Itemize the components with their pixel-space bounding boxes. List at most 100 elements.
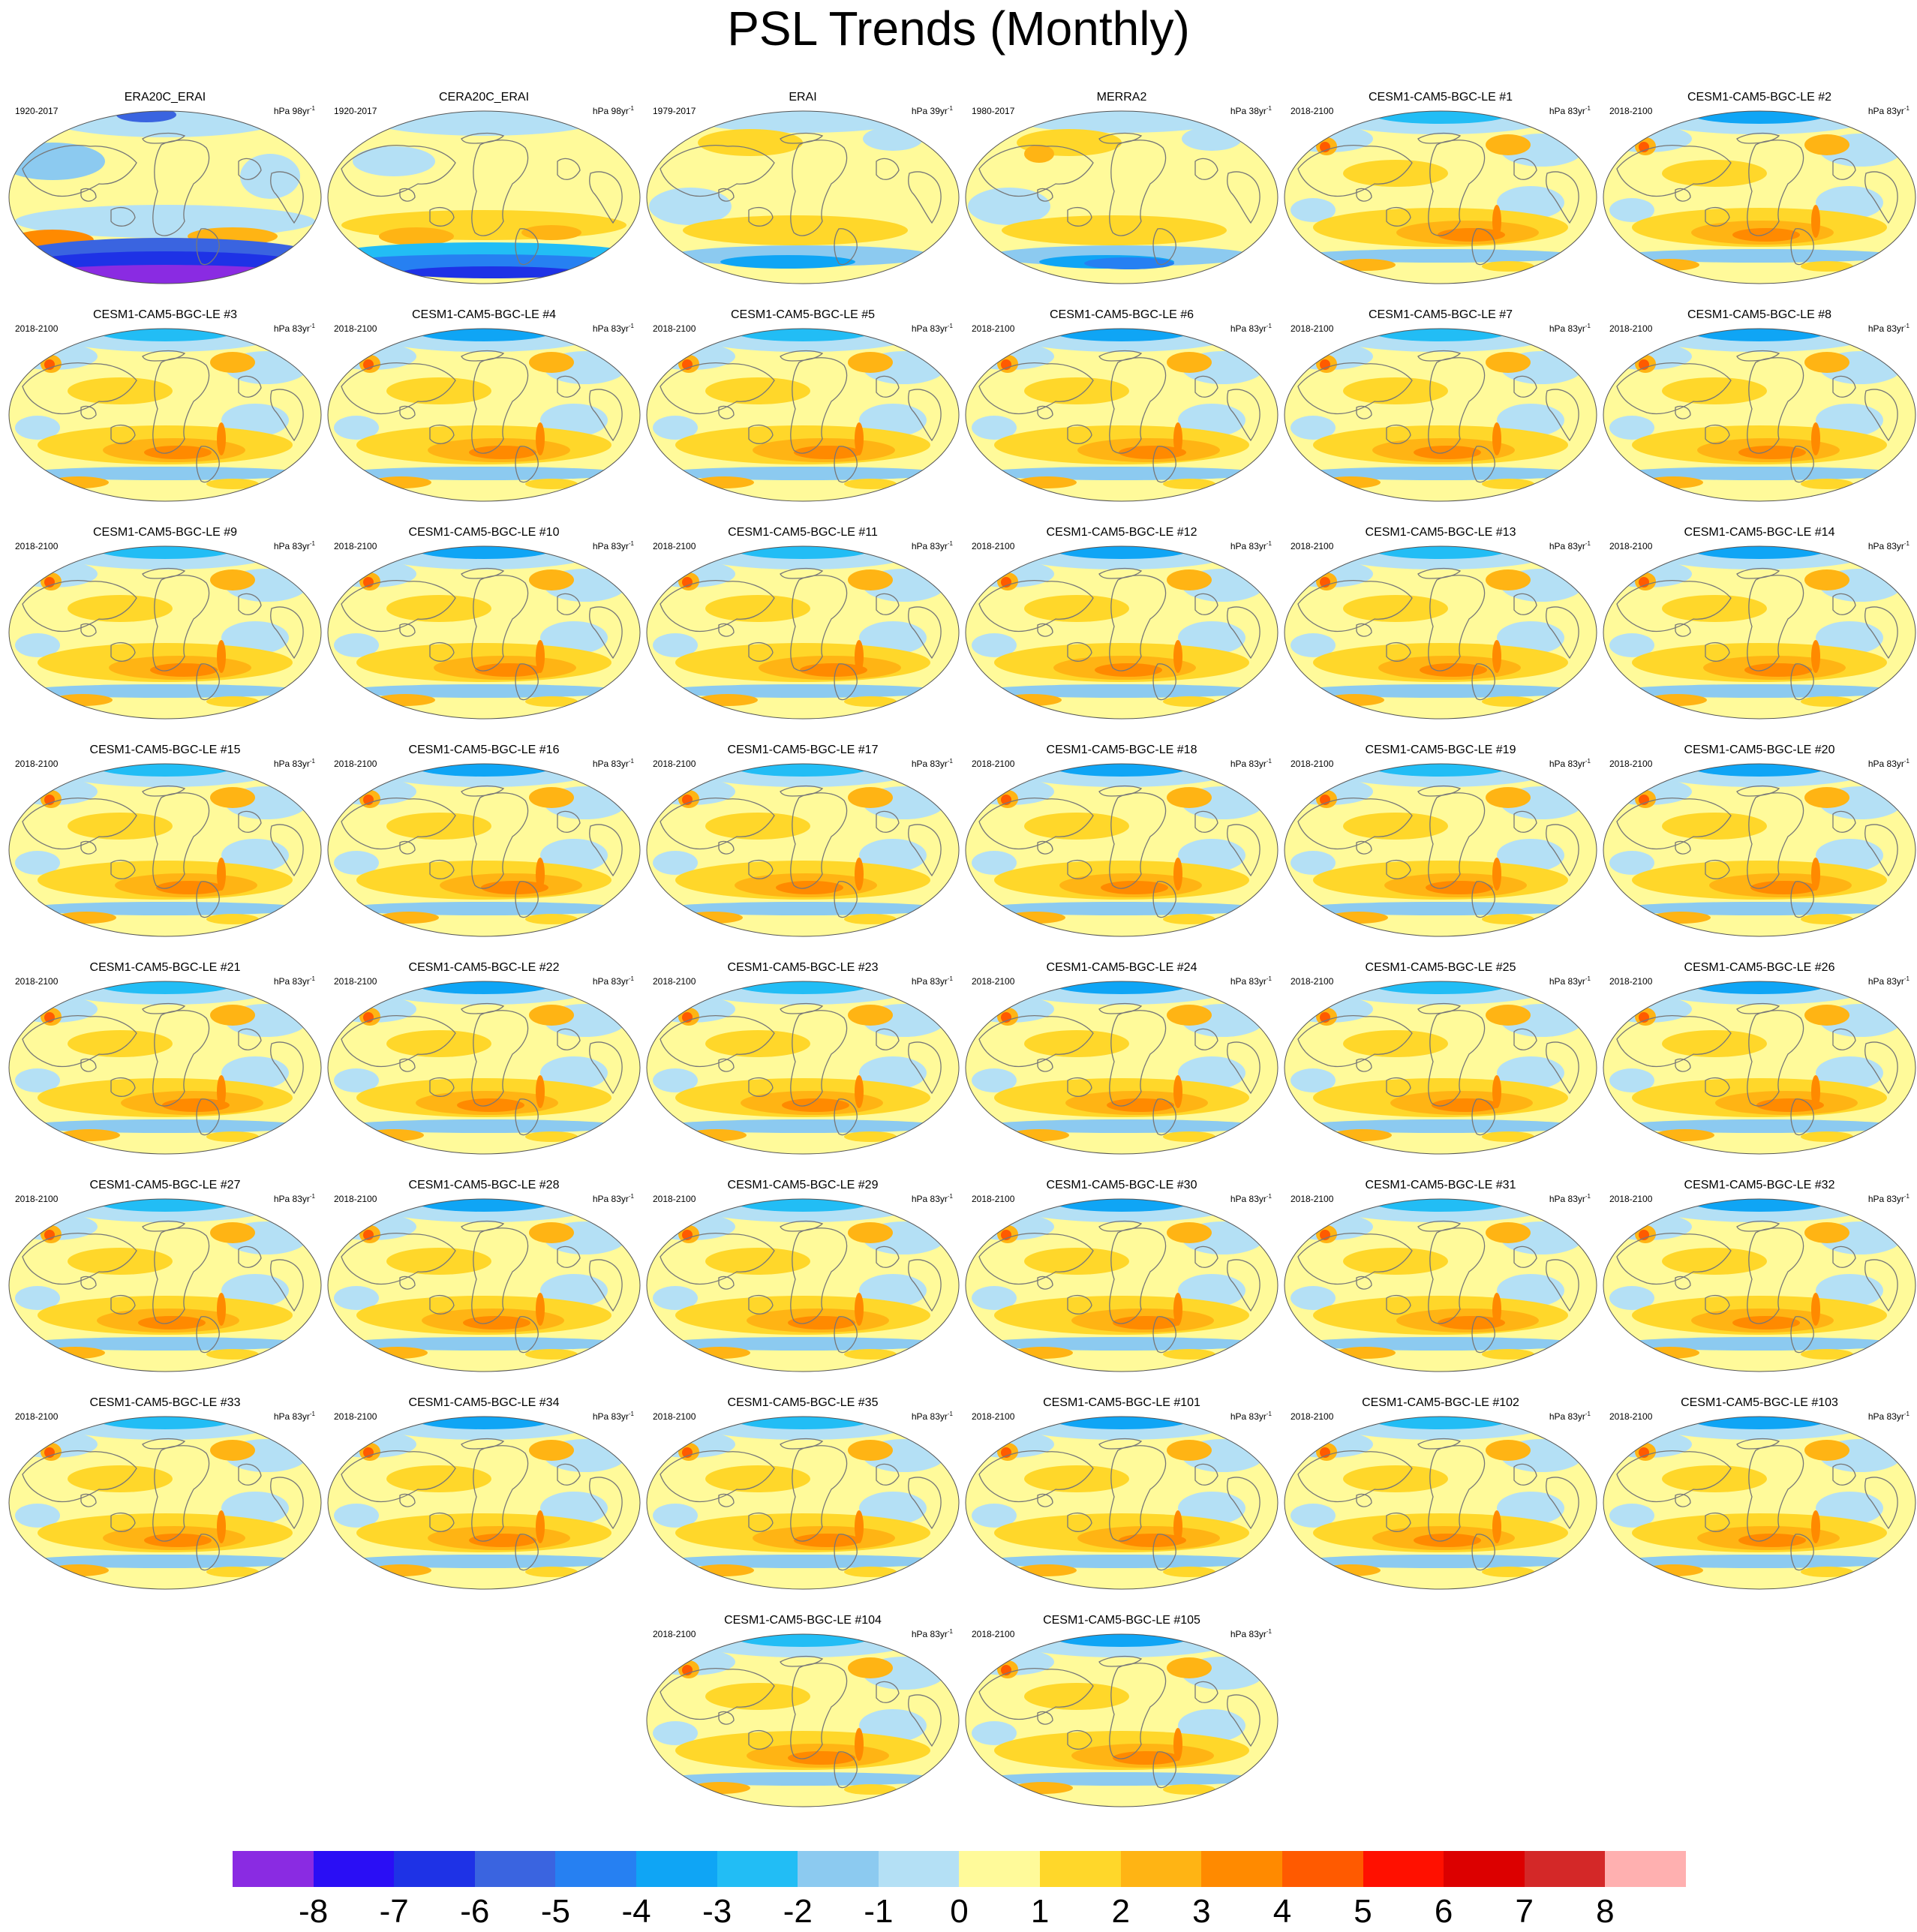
psl-trend-map: [1603, 1198, 1916, 1372]
panel-units: hPa 83yr-1: [1549, 1190, 1591, 1206]
panel-units-text: hPa 83yr: [1867, 323, 1904, 334]
map-panel: CESM1-CAM5-BGC-LE #13 2018-2100 hPa 83yr-1: [1283, 525, 1598, 732]
panel-units: hPa 83yr-1: [912, 1190, 953, 1206]
panel-units-text: hPa 83yr: [592, 1194, 629, 1204]
panel-units-text: hPa 83yr: [1230, 323, 1266, 334]
panel-units-exponent: -1: [947, 323, 953, 329]
panel-units-exponent: -1: [309, 323, 315, 329]
panel-period: 2018-2100: [15, 759, 59, 769]
panel-units-exponent: -1: [309, 758, 315, 765]
panel-title: CESM1-CAM5-BGC-LE #7: [1368, 308, 1513, 321]
map-panel: CESM1-CAM5-BGC-LE #22 2018-2100 hPa 83yr-1: [326, 960, 642, 1167]
colorbar-labels: -8 -7 -6 -5 -4 -3 -2 -1 0 1 2 3 4 5 6 7 8: [0, 1892, 1917, 1931]
panel-grid: ERA20C_ERAI 1920-2017 hPa 98yr-1 CERA20C_ER…: [8, 90, 1917, 1807]
panel-period: 2018-2100: [972, 759, 1015, 769]
panel-units-exponent: -1: [1266, 975, 1272, 982]
map-panel: CESM1-CAM5-BGC-LE #101 2018-2100 hPa 83yr-…: [964, 1396, 1279, 1602]
panel-units-exponent: -1: [1585, 1411, 1591, 1417]
map-outline: [1284, 763, 1597, 937]
panel-title: CESM1-CAM5-BGC-LE #6: [1049, 308, 1194, 321]
colorbar-tick-label: 4: [1272, 1893, 1292, 1930]
psl-trend-map: [965, 1633, 1279, 1807]
colorbar-segment: [474, 1851, 556, 1887]
colorbar-tick-label: -3: [702, 1893, 732, 1930]
panel-units-text: hPa 83yr: [273, 976, 310, 987]
panel-units: hPa 83yr-1: [274, 1190, 315, 1206]
psl-trend-map: [646, 1633, 960, 1807]
map-panel: CESM1-CAM5-BGC-LE #103 2018-2100 hPa 83yr-…: [1602, 1396, 1917, 1602]
panel-title: CESM1-CAM5-BGC-LE #104: [724, 1614, 882, 1627]
colorbar-tick-label: 1: [1030, 1893, 1050, 1930]
psl-trend-map: [1603, 328, 1916, 502]
panel-units-exponent: -1: [1266, 105, 1272, 112]
colorbar-segment: [798, 1851, 879, 1887]
psl-trend-map: [327, 1198, 641, 1372]
panel-title: CESM1-CAM5-BGC-LE #101: [1043, 1396, 1200, 1409]
panel-title: CESM1-CAM5-BGC-LE #27: [89, 1179, 241, 1191]
panel-units-text: hPa 83yr: [273, 1411, 310, 1422]
panel-units: hPa 83yr-1: [1230, 1625, 1272, 1641]
map-outline: [1603, 545, 1916, 720]
colorbar-tick-label: 2: [1111, 1893, 1130, 1930]
psl-trend-map: [1284, 981, 1597, 1155]
panel-title: CESM1-CAM5-BGC-LE #9: [92, 526, 238, 539]
psl-trend-map: [965, 545, 1279, 720]
map-outline: [327, 1416, 641, 1590]
psl-trend-map: [327, 763, 641, 937]
panel-units-exponent: -1: [1585, 975, 1591, 982]
map-panel: CESM1-CAM5-BGC-LE #3 2018-2100 hPa 83yr-1: [8, 308, 323, 514]
colorbar-tick-label: 7: [1515, 1893, 1534, 1930]
panel-units: hPa 83yr-1: [593, 972, 634, 988]
map-outline: [646, 981, 960, 1155]
panel-title: CESM1-CAM5-BGC-LE #5: [730, 308, 876, 321]
panel-units: hPa 83yr-1: [1230, 537, 1272, 553]
map-panel: ERAI 1979-2017 hPa 39yr-1: [645, 90, 960, 296]
psl-trend-map: [965, 1416, 1279, 1590]
panel-title: CESM1-CAM5-BGC-LE #1: [1368, 91, 1513, 104]
panel-title: CESM1-CAM5-BGC-LE #11: [728, 526, 878, 539]
map-outline: [1284, 110, 1597, 284]
panel-units: hPa 83yr-1: [912, 320, 953, 335]
map-outline: [8, 328, 322, 502]
panel-title: CESM1-CAM5-BGC-LE #26: [1684, 961, 1835, 974]
panel-period: 2018-2100: [653, 1411, 696, 1422]
panel-units-exponent: -1: [628, 1193, 634, 1200]
panel-period: 2018-2100: [972, 1411, 1015, 1422]
panel-title: CESM1-CAM5-BGC-LE #10: [408, 526, 560, 539]
psl-trend-map: [646, 328, 960, 502]
panel-period: 2018-2100: [15, 541, 59, 551]
panel-units-exponent: -1: [1903, 323, 1909, 329]
colorbar-segment: [1201, 1851, 1282, 1887]
psl-trend-map: [1284, 110, 1597, 284]
panel-units: hPa 83yr-1: [274, 320, 315, 335]
panel-period: 2018-2100: [1609, 106, 1653, 116]
map-outline: [8, 1198, 322, 1372]
panel-title: ERAI: [789, 91, 817, 104]
map-outline: [8, 1416, 322, 1590]
psl-trend-map: [965, 110, 1279, 284]
panel-units-exponent: -1: [628, 540, 634, 547]
panel-units: hPa 83yr-1: [1549, 320, 1591, 335]
panel-title: CESM1-CAM5-BGC-LE #8: [1687, 308, 1832, 321]
panel-units-text: hPa 38yr: [1230, 106, 1266, 116]
panel-period: 2018-2100: [653, 976, 696, 987]
panel-units: hPa 83yr-1: [1230, 1190, 1272, 1206]
map-outline: [965, 1416, 1279, 1590]
panel-title: ERA20C_ERAI: [124, 91, 206, 104]
panel-units-exponent: -1: [309, 1193, 315, 1200]
panel-units: hPa 83yr-1: [593, 755, 634, 771]
panel-period: 2018-2100: [1609, 541, 1653, 551]
panel-period: 2018-2100: [653, 323, 696, 334]
psl-trend-map: [8, 328, 322, 502]
panel-units-text: hPa 83yr: [911, 1629, 948, 1639]
map-panel: CESM1-CAM5-BGC-LE #17 2018-2100 hPa 83yr-1: [645, 743, 960, 949]
psl-trend-map: [646, 1198, 960, 1372]
map-panel: CESM1-CAM5-BGC-LE #12 2018-2100 hPa 83yr-1: [964, 525, 1279, 732]
panel-period: 2018-2100: [1609, 1194, 1653, 1204]
panel-units: hPa 83yr-1: [1549, 972, 1591, 988]
panel-period: 2018-2100: [1291, 106, 1334, 116]
panel-units-exponent: -1: [1903, 1411, 1909, 1417]
map-panel: CESM1-CAM5-BGC-LE #9 2018-2100 hPa 83yr-1: [8, 525, 323, 732]
panel-units-exponent: -1: [947, 1628, 953, 1635]
psl-trend-map: [1603, 981, 1916, 1155]
